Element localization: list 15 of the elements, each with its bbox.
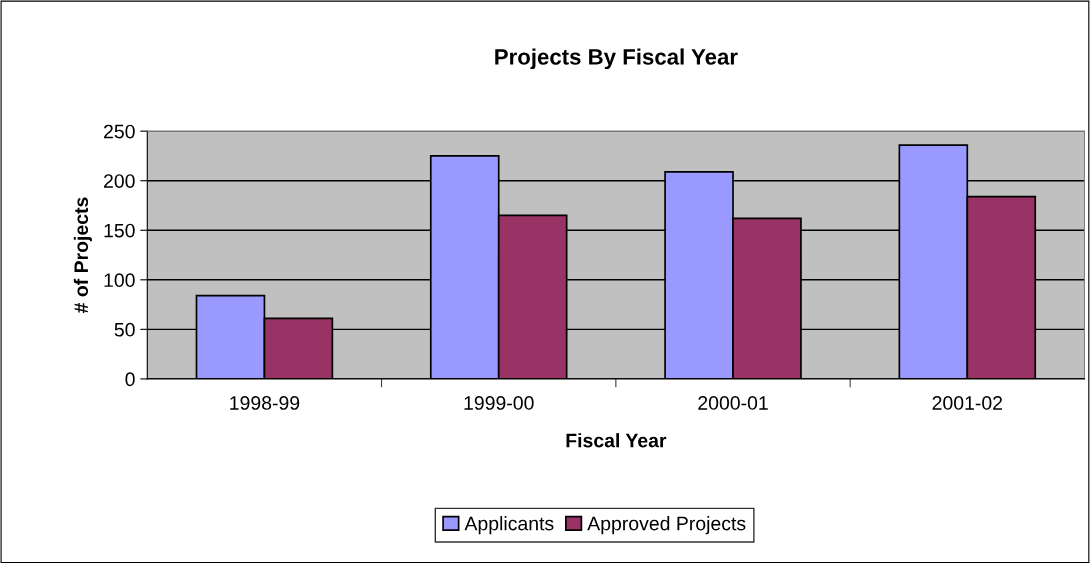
x-tick-label: 2001-02 <box>932 396 1003 410</box>
y-tick-label: 150 <box>104 223 135 238</box>
x-tick-label: 2000-01 <box>698 396 768 410</box>
legend-label: Applicants <box>464 516 554 535</box>
y-tick-label: 50 <box>114 322 135 337</box>
x-tick-label: 1999-00 <box>464 396 534 410</box>
y-tick-label: 250 <box>104 124 135 139</box>
y-tick-label: 100 <box>104 273 135 288</box>
legend-label: Approved Projects <box>587 516 746 535</box>
chart-title: Projects By Fiscal Year <box>495 48 738 70</box>
y-tick-label: 200 <box>104 174 135 188</box>
x-tick-label: 1998-99 <box>230 396 300 410</box>
x-axis-title: Fiscal Year <box>566 433 667 448</box>
y-axis-title: # of Projects <box>73 197 92 314</box>
y-tick-label: 0 <box>125 372 135 387</box>
